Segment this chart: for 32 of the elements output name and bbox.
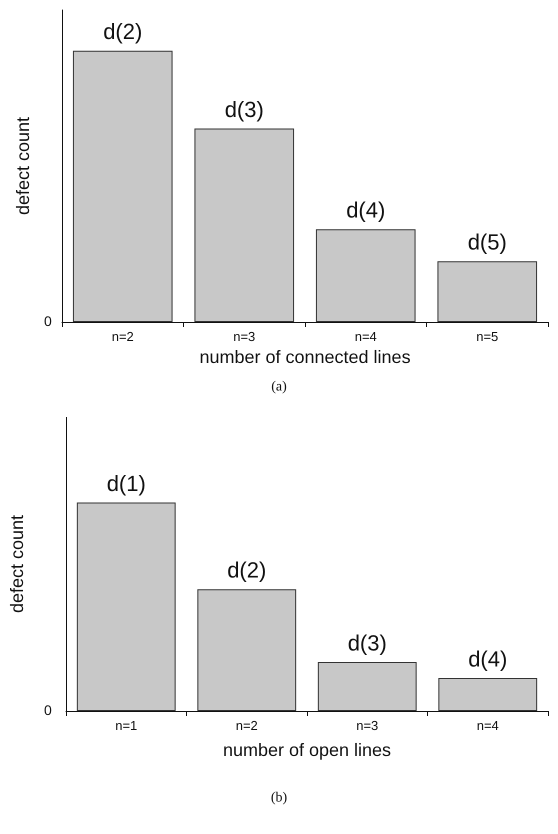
x-tick-label: n=5 <box>476 329 498 344</box>
annotation: d(1) <box>106 470 146 496</box>
x-tick-label: n=4 <box>354 329 377 344</box>
text: (a) <box>271 380 288 394</box>
bar <box>76 502 176 711</box>
y-axis-title: defect count <box>7 514 27 614</box>
x-axis-title: number of open lines <box>222 740 392 760</box>
annotation: d(4) <box>346 198 386 223</box>
x-tick-label: n=4 <box>476 718 499 733</box>
x-tick-label: n=3 <box>356 718 378 733</box>
bar <box>72 50 173 322</box>
x-tick-label: n=1 <box>115 718 138 733</box>
annotation: d(3) <box>348 630 387 656</box>
annotation: d(2) <box>103 19 142 44</box>
annotation: d(3) <box>224 97 264 122</box>
bar <box>437 261 538 322</box>
annotation: d(4) <box>468 646 508 672</box>
annotation: d(2) <box>227 558 266 583</box>
text: 0 <box>44 702 52 718</box>
bar <box>316 229 416 322</box>
x-tick-label: n=3 <box>233 329 256 344</box>
x-tick-label: n=2 <box>236 718 258 733</box>
x-axis-title: number of connected lines <box>199 346 411 367</box>
bar <box>197 589 296 711</box>
x-tick-label: n=2 <box>112 329 134 344</box>
annotation: d(5) <box>468 230 507 255</box>
bar <box>438 678 538 711</box>
bar <box>194 128 294 322</box>
text: (b) <box>270 790 288 806</box>
text: 0 <box>44 313 52 329</box>
y-axis-title: defect count <box>13 116 33 216</box>
bar <box>318 662 417 711</box>
